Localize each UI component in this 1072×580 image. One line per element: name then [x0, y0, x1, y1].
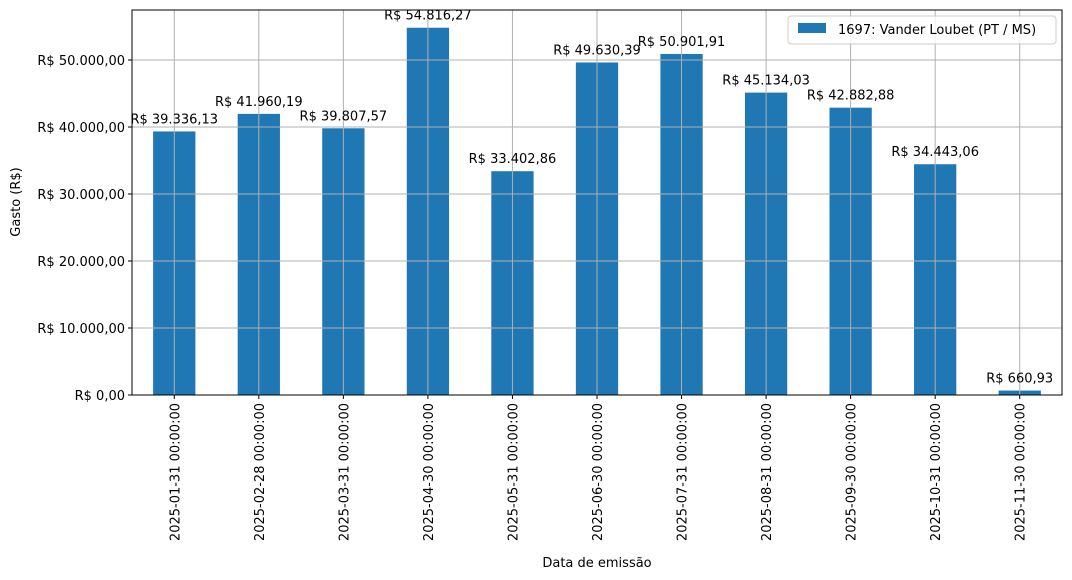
- y-tick-label: R$ 50.000,00: [37, 54, 125, 69]
- x-tick-label: 2025-08-31 00:00:00: [760, 403, 775, 541]
- legend: 1697: Vander Loubet (PT / MS): [787, 15, 1057, 45]
- bar-value-labels: R$ 39.336,13 R$ 41.960,19R$ 39.807,57 R$ 5…: [130, 9, 1053, 387]
- bar-value-label: R$ 33.402,86: [469, 152, 557, 167]
- x-tick-label: 2025-01-31 00:00:00: [168, 403, 183, 541]
- bar-value-label: R$ 42.882,88: [807, 89, 895, 104]
- x-tick-label: 2025-05-31 00:00:00: [506, 403, 521, 541]
- y-axis-ticks: R$ 0,00 R$ 10.000,00 R$ 20.000,00 R$ 30.000…: [37, 54, 132, 404]
- bar-value-label: R$ 39.336,13: [130, 112, 218, 127]
- bar-value-label: R$ 54.816,27: [384, 9, 472, 24]
- bar-value-label: R$ 39.807,57: [300, 109, 388, 124]
- bar-value-label: R$ 41.960,19: [215, 95, 303, 110]
- y-tick-label: R$ 20.000,00: [37, 255, 125, 270]
- bar-value-label: R$ 34.443,06: [891, 145, 979, 160]
- x-tick-label: 2025-03-31 00:00:00: [337, 403, 352, 541]
- x-tick-label: 2025-04-30 00:00:00: [422, 403, 437, 541]
- bar-value-label: R$ 49.630,39: [553, 43, 641, 58]
- x-tick-label: 2025-06-30 00:00:00: [591, 403, 606, 541]
- x-tick-label: 2025-02-28 00:00:00: [253, 403, 268, 541]
- y-tick-label: R$ 40.000,00: [37, 121, 125, 136]
- legend-swatch: [798, 23, 826, 33]
- y-tick-label: R$ 10.000,00: [37, 322, 125, 337]
- x-axis-ticks: 2025-01-31 00:00:00 2025-02-28 00:00:00 20…: [168, 395, 1029, 541]
- bar-value-label: R$ 50.901,91: [638, 35, 726, 50]
- y-tick-label: R$ 30.000,00: [37, 188, 125, 203]
- legend-label: 1697: Vander Loubet (PT / MS): [838, 23, 1036, 38]
- x-tick-label: 2025-07-31 00:00:00: [676, 403, 691, 541]
- y-axis-label: Gasto (R$): [9, 167, 24, 236]
- x-tick-label: 2025-10-31 00:00:00: [929, 403, 944, 541]
- bar-value-label: R$ 660,93: [986, 372, 1053, 387]
- x-tick-label: 2025-11-30 00:00:00: [1014, 403, 1029, 541]
- x-tick-label: 2025-09-30 00:00:00: [845, 403, 860, 541]
- y-tick-label: R$ 0,00: [75, 389, 125, 404]
- bar-value-label: R$ 45.134,03: [722, 74, 810, 89]
- x-axis-label: Data de emissão: [542, 556, 651, 571]
